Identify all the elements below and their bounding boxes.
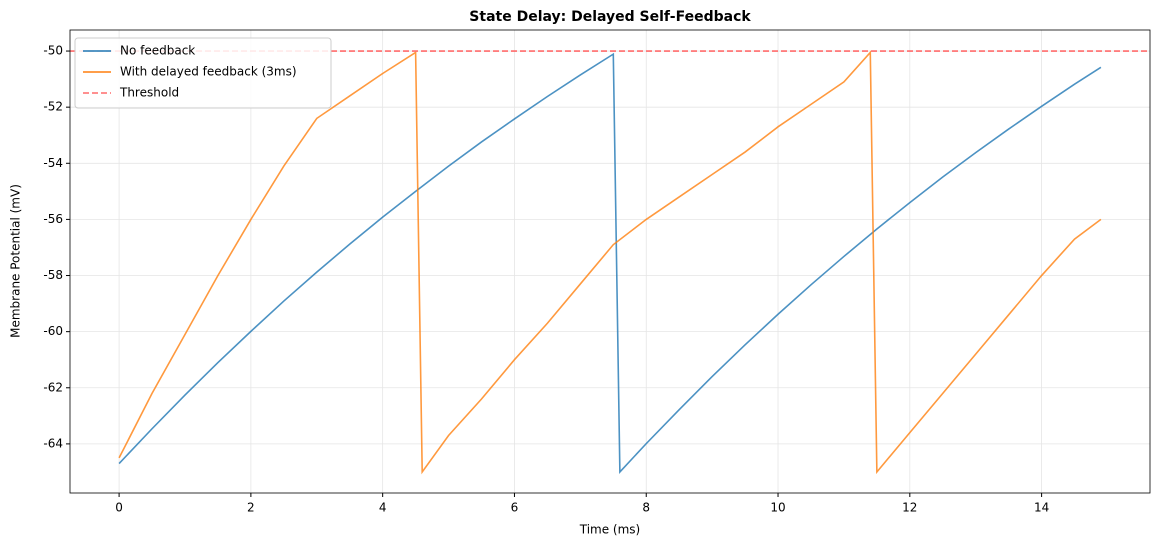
x-tick-label: 2	[247, 501, 255, 515]
legend-label: Threshold	[119, 86, 179, 100]
x-tick-label: 4	[379, 501, 387, 515]
legend: No feedback With delayed feedback (3ms) Th…	[74, 37, 332, 109]
legend-box	[74, 37, 332, 109]
x-tick-label: 0	[115, 501, 123, 515]
x-tick-label: 14	[1034, 501, 1049, 515]
y-tick-label: -50	[43, 44, 63, 58]
x-tick-label: 8	[642, 501, 650, 515]
y-tick-label: -64	[43, 436, 63, 450]
y-axis-label: Membrane Potential (mV)	[9, 184, 23, 338]
y-tick-label: -54	[43, 156, 63, 170]
y-tick-label: -56	[43, 212, 63, 226]
x-tick-label: 6	[511, 501, 519, 515]
series-line	[118, 52, 1102, 474]
chart-title: State Delay: Delayed Self-Feedback	[469, 9, 751, 25]
legend-label: With delayed feedback (3ms)	[120, 65, 297, 79]
x-tick-label: 12	[902, 501, 917, 515]
x-axis-label: Time (ms)	[579, 523, 641, 537]
x-tick-label: 10	[770, 501, 785, 515]
series-line	[118, 50, 1102, 475]
y-tick-label: -52	[43, 100, 63, 114]
legend-label: No feedback	[120, 44, 195, 58]
y-tick-label: -60	[43, 324, 63, 338]
plot-frame	[69, 29, 1151, 494]
y-tick-label: -62	[43, 380, 63, 394]
y-tick-label: -58	[43, 268, 63, 282]
